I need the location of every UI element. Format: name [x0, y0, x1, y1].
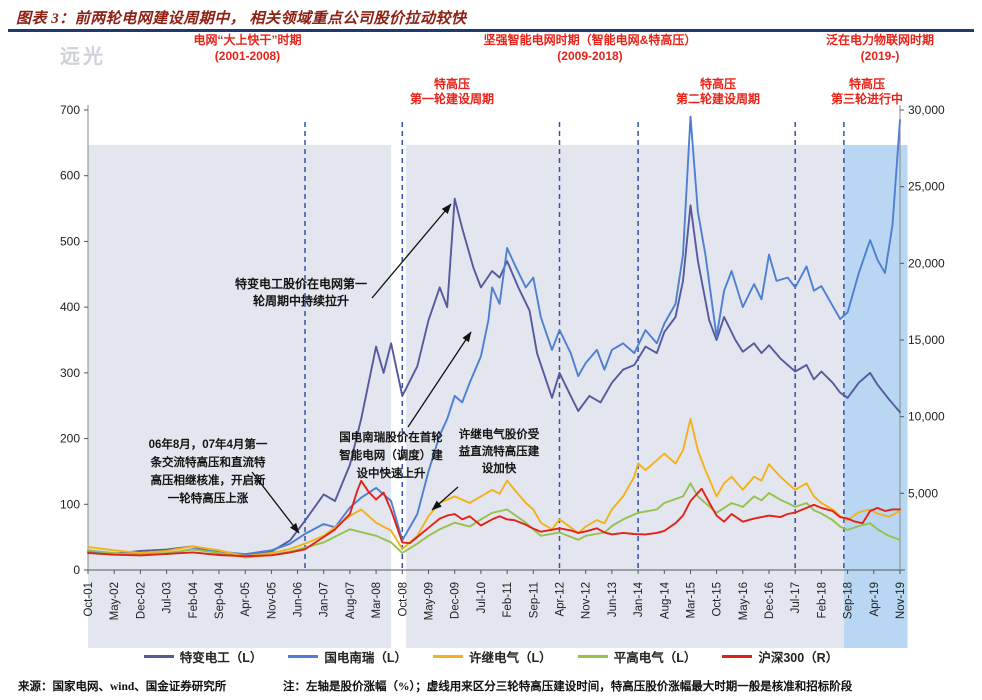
- period-header-1: 电网“大上快干”时期 (2001-2008): [140, 32, 355, 64]
- period-band: [843, 145, 908, 648]
- x-axis-tick: Jan-14: [633, 581, 645, 617]
- x-axis-tick: Nov-05: [266, 582, 278, 619]
- left-axis-tick: 700: [60, 103, 80, 117]
- series-tbea: [87, 197, 901, 558]
- x-axis-tick: Aug-07: [345, 582, 357, 619]
- left-axis-tick: 600: [60, 169, 80, 183]
- x-axis-tick: Jun-06: [293, 582, 305, 617]
- legend-item-tbea: 特变电工（L）: [143, 647, 263, 666]
- x-axis-tick: May-02: [109, 582, 121, 620]
- x-axis-tick: May-09: [424, 582, 436, 620]
- annotation-arrow: [371, 203, 452, 299]
- legend-swatch: [722, 655, 753, 658]
- x-axis-tick: Jul-10: [476, 582, 488, 613]
- figure-title: 图表 3：前两轮电网建设周期中， 相关领域重点公司股价拉动较快: [16, 11, 467, 27]
- left-axis-tick: 200: [60, 432, 80, 446]
- footer-note: 注：左轴是股价涨幅（%）；虚线用来区分三轮特高压建设时间，特高压股价涨幅最大时期…: [283, 681, 853, 693]
- x-axis-tick: Sep-11: [528, 582, 540, 618]
- annotation-arrow: [431, 486, 459, 511]
- annotation-uhv-approval: 06年8月，07年4月第一条交流特高压和直流特高压相继核准，开启新一轮特高压上涨: [148, 439, 268, 505]
- legend-swatch: [288, 655, 319, 658]
- x-axis-tick: Nov-19: [895, 582, 907, 619]
- series-xj: [87, 417, 901, 558]
- right-axis-tick: 5,000: [908, 486, 938, 500]
- uhv-round-3-label: 特高压 第三轮进行中: [830, 77, 903, 106]
- x-axis-tick: Jul-17: [790, 582, 802, 613]
- left-axis-tick: 100: [60, 497, 80, 511]
- x-axis-tick: Oct-08: [397, 582, 409, 617]
- period-label: 坚强智能电网时期（智能电网&特高压）: [483, 33, 697, 47]
- period-label: 电网“大上快干”时期: [193, 33, 302, 47]
- legend-item-hs300: 沪深300（R）: [722, 647, 838, 666]
- legend-item-pinggao: 平高电气（L）: [577, 647, 697, 666]
- x-axis-tick: Aug-14: [659, 581, 671, 619]
- x-axis-tick: Mar-15: [686, 582, 698, 618]
- x-axis-tick: Jun-13: [607, 582, 619, 617]
- legend-swatch: [143, 655, 174, 658]
- annotation-tbea: 特变电工股价在电网第一轮周期中持续拉升: [234, 277, 367, 308]
- x-axis-tick: Feb-04: [188, 581, 200, 618]
- legend-swatch: [577, 655, 608, 658]
- x-axis-tick: Dec-16: [764, 582, 776, 619]
- x-axis-tick: Apr-19: [869, 582, 881, 617]
- uhv-round-1-label: 特高压 第一轮建设周期: [409, 77, 494, 106]
- x-axis-tick: Feb-11: [502, 582, 514, 618]
- uhv-round-2-label: 特高压 第二轮建设周期: [675, 77, 760, 106]
- x-axis-tick: May-16: [738, 582, 750, 620]
- annotation-arrow: [251, 471, 300, 534]
- period-years: (2001-2008): [214, 49, 281, 63]
- series-hs300: [87, 479, 901, 558]
- legend-item-nari: 国电南瑞（L）: [288, 647, 407, 666]
- legend-label: 国电南瑞（L）: [324, 651, 408, 665]
- right-axis-tick: 30,000: [908, 103, 945, 117]
- x-axis-tick: Apr-12: [555, 582, 567, 617]
- legend-label: 特变电工（L）: [179, 651, 263, 665]
- left-axis-tick: 500: [60, 234, 80, 248]
- left-axis-tick: 400: [60, 300, 80, 314]
- period-years: (2019-): [860, 49, 900, 63]
- x-axis-tick: Apr-05: [240, 582, 252, 617]
- series-pinggao: [87, 482, 901, 559]
- left-axis-tick: 0: [73, 563, 80, 577]
- period-band: [88, 145, 392, 648]
- x-axis-tick: Jul-03: [162, 582, 174, 613]
- period-label: 泛在电力物联网时期: [825, 33, 934, 47]
- legend-label: 沪深300（R）: [758, 651, 839, 665]
- legend-label: 许继电气（L）: [469, 651, 552, 665]
- right-axis-tick: 25,000: [908, 180, 945, 194]
- title-divider: [8, 29, 974, 32]
- x-axis-tick: Oct-01: [83, 582, 95, 617]
- legend-item-xj: 许继电气（L）: [433, 647, 552, 666]
- right-axis-tick: 15,000: [908, 333, 945, 347]
- period-header-3: 泛在电力物联网时期 (2019-): [785, 32, 975, 64]
- x-axis-tick: Dec-09: [450, 582, 462, 619]
- period-header-2: 坚强智能电网时期（智能电网&特高压） (2009-2018): [430, 32, 750, 64]
- right-axis-tick: 20,000: [908, 256, 945, 270]
- annotation-nari: 国电南瑞股价在首轮智能电网（调度）建设中快速上升: [339, 432, 443, 480]
- x-axis-tick: Sep-18: [843, 582, 855, 619]
- x-axis-tick: Jan-07: [319, 582, 331, 617]
- period-band: [406, 145, 844, 648]
- x-axis-tick: Nov-12: [581, 582, 593, 619]
- footer-source: 来源：国家电网、wind、国金证券研究所: [18, 681, 227, 693]
- period-years: (2009-2018): [557, 49, 623, 63]
- legend: 特变电工（L） 国电南瑞（L） 许继电气（L） 平高电气（L） 沪深300（R）: [0, 647, 982, 666]
- annotation-arrow: [407, 331, 472, 428]
- x-axis-tick: Feb-18: [816, 582, 828, 618]
- x-axis-tick: Mar-08: [371, 582, 383, 618]
- right-axis-tick: 10,000: [908, 410, 945, 424]
- x-axis-tick: Dec-02: [135, 582, 147, 619]
- legend-label: 平高电气（L）: [613, 651, 697, 665]
- legend-swatch: [433, 655, 464, 658]
- x-axis-tick: Oct-15: [712, 582, 724, 617]
- annotation-xj: 许继电气股价受益直流特高压建设加快: [458, 429, 540, 475]
- x-axis-tick: Sep-04: [214, 581, 226, 619]
- watermark: 远光: [60, 46, 106, 68]
- series-nari: [87, 115, 901, 556]
- left-axis-tick: 300: [60, 366, 80, 380]
